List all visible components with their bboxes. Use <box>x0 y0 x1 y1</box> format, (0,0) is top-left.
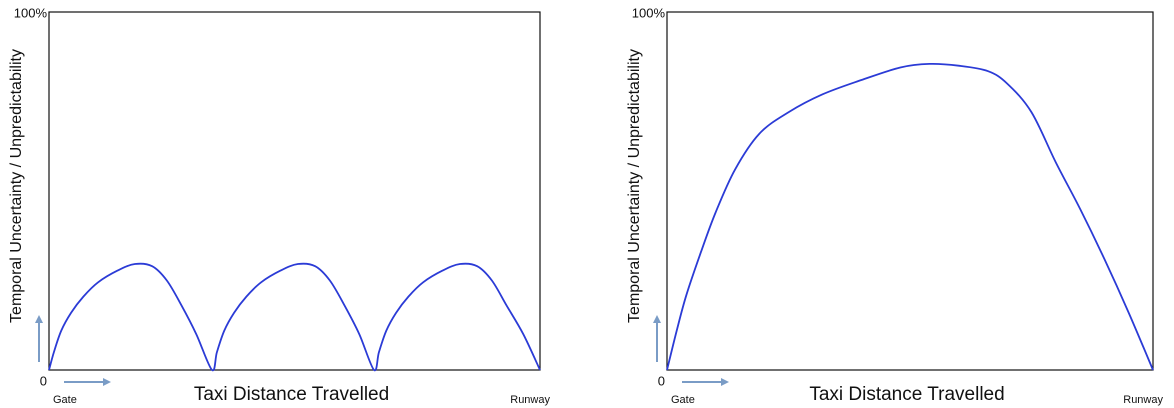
x-tick-label: Runway <box>510 394 550 406</box>
x-tick-label: Gate <box>671 394 695 406</box>
y-axis-label: Temporal Uncertainty / Unpredictability <box>626 49 643 323</box>
y-tick-label: 0 <box>40 373 47 388</box>
x-tick-label: Gate <box>53 394 77 406</box>
plot-frame <box>48 11 541 371</box>
y-tick-label: 100% <box>632 5 666 20</box>
arrow-head <box>653 315 661 323</box>
x-axis-label: Taxi Distance Travelled <box>194 384 389 405</box>
arrow-head <box>35 315 43 323</box>
y-tick-label: 100% <box>14 5 48 20</box>
plot-frame <box>666 11 1154 371</box>
arrow-head <box>721 378 729 386</box>
arrow-head <box>103 378 111 386</box>
curve <box>48 262 541 372</box>
curve <box>666 62 1154 371</box>
x-tick-label: Runway <box>1123 394 1163 406</box>
x-axis-label: Taxi Distance Travelled <box>809 384 1004 405</box>
y-tick-label: 0 <box>658 373 665 388</box>
y-axis-label: Temporal Uncertainty / Unpredictability <box>8 49 25 323</box>
